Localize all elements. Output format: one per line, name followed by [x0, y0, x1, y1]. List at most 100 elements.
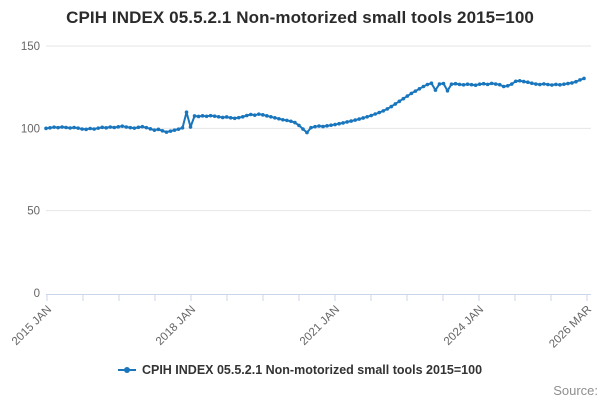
data-point	[538, 82, 542, 87]
data-point	[108, 125, 113, 129]
data-point	[88, 126, 92, 131]
data-point	[56, 125, 60, 130]
data-point	[505, 84, 510, 88]
data-point	[497, 82, 502, 87]
data-point	[349, 119, 353, 123]
x-tick-label: 2024 JAN	[442, 304, 486, 348]
data-point	[248, 112, 253, 117]
data-point	[357, 117, 361, 121]
data-point	[441, 81, 446, 86]
data-point	[100, 125, 105, 130]
data-point	[321, 124, 325, 129]
data-point	[546, 82, 550, 87]
data-point	[104, 126, 109, 130]
data-point	[208, 113, 213, 118]
data-point	[236, 115, 241, 120]
data-point	[72, 125, 76, 130]
data-point	[517, 78, 522, 83]
data-point	[429, 81, 434, 86]
data-point	[489, 81, 494, 86]
data-point	[329, 123, 333, 127]
data-point	[361, 116, 365, 120]
data-point	[140, 124, 145, 129]
data-point	[224, 115, 229, 119]
data-point	[256, 112, 261, 116]
data-point	[152, 128, 157, 132]
data-point	[485, 82, 490, 87]
x-tick-label: 2015 JAN	[10, 304, 54, 348]
data-point	[473, 83, 478, 87]
data-point	[172, 128, 177, 132]
data-point	[365, 115, 369, 119]
data-point	[184, 110, 189, 114]
x-tick-label: 2018 JAN	[154, 304, 198, 348]
source-label: Source:	[553, 383, 598, 398]
data-point	[521, 79, 526, 84]
data-point	[204, 114, 209, 119]
data-point	[176, 127, 181, 131]
data-point	[417, 87, 422, 91]
data-point	[297, 123, 301, 128]
data-point	[228, 115, 233, 120]
data-point	[252, 113, 257, 117]
data-point	[570, 81, 574, 85]
data-point	[60, 125, 64, 129]
data-point	[566, 81, 570, 86]
data-point	[212, 114, 217, 118]
data-point	[148, 127, 153, 131]
data-point	[289, 119, 293, 124]
data-point	[261, 113, 265, 117]
data-point	[582, 76, 586, 81]
data-point	[116, 125, 121, 129]
data-point	[273, 115, 277, 120]
data-point	[445, 88, 450, 93]
data-point	[525, 80, 530, 85]
data-point	[132, 126, 137, 130]
y-tick-label: 150	[21, 41, 40, 53]
data-point	[80, 127, 84, 131]
data-point	[433, 88, 438, 92]
data-point	[401, 96, 406, 101]
data-point	[84, 127, 88, 132]
data-point	[550, 83, 554, 87]
data-point	[325, 124, 329, 128]
data-point	[481, 81, 486, 86]
data-point	[124, 125, 129, 129]
data-point	[409, 91, 414, 96]
line-chart-plot-area: 0 50 100 150 2015 JAN 2018 JAN 2021 JAN 2024 JA…	[10, 41, 594, 350]
data-point	[449, 82, 454, 86]
data-point	[200, 114, 205, 118]
data-point	[493, 82, 498, 86]
data-point	[244, 113, 249, 118]
data-point	[405, 94, 410, 98]
data-point	[301, 127, 305, 131]
data-point	[578, 78, 582, 82]
data-point	[136, 125, 141, 130]
data-point	[168, 129, 173, 133]
data-point	[377, 110, 382, 115]
data-point	[465, 82, 470, 86]
data-point	[180, 126, 185, 130]
data-point	[509, 82, 514, 86]
data-point	[160, 129, 165, 133]
data-point	[337, 121, 341, 126]
legend-item[interactable]: CPIH INDEX 05.5.2.1 Non-motorized small …	[0, 363, 600, 377]
data-point	[112, 125, 117, 130]
data-point	[188, 125, 193, 129]
data-point	[413, 89, 418, 93]
data-point	[457, 82, 462, 87]
data-point	[265, 114, 269, 118]
chart-title: CPIH INDEX 05.5.2.1 Non-motorized small …	[66, 8, 534, 27]
data-point	[120, 124, 125, 128]
data-point	[281, 117, 285, 122]
data-point	[501, 84, 506, 89]
data-point	[156, 127, 161, 132]
data-point	[96, 126, 100, 130]
data-point	[277, 116, 281, 121]
data-point	[76, 126, 80, 130]
data-point	[461, 83, 466, 87]
data-point	[305, 130, 309, 135]
data-point	[341, 121, 345, 125]
data-point	[393, 102, 398, 106]
data-point	[345, 120, 349, 124]
